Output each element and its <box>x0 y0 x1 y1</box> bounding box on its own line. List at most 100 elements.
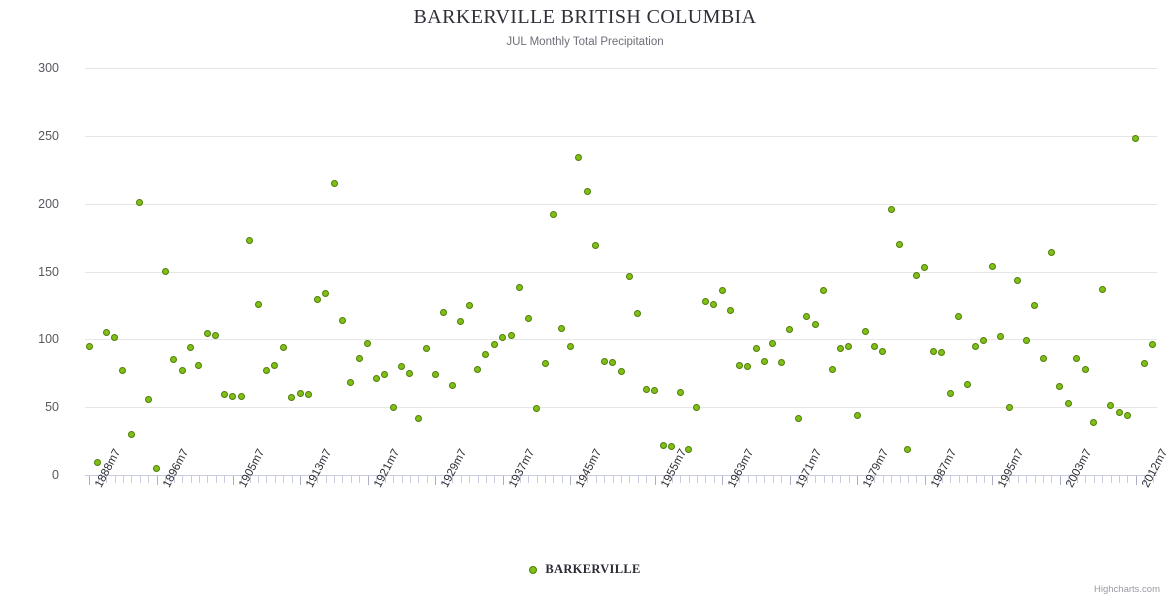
data-point[interactable] <box>946 390 954 398</box>
data-point[interactable] <box>760 357 768 365</box>
data-point[interactable] <box>1081 365 1089 373</box>
data-point[interactable] <box>440 308 448 316</box>
data-point[interactable] <box>929 348 937 356</box>
data-point[interactable] <box>313 296 321 304</box>
data-point[interactable] <box>558 324 566 332</box>
data-point[interactable] <box>583 187 591 195</box>
data-point[interactable] <box>94 459 102 467</box>
data-point[interactable] <box>1123 411 1131 419</box>
data-point[interactable] <box>988 262 996 270</box>
data-point[interactable] <box>516 284 524 292</box>
data-point[interactable] <box>203 330 211 338</box>
data-point[interactable] <box>127 430 135 438</box>
data-point[interactable] <box>364 339 372 347</box>
data-point[interactable] <box>769 339 777 347</box>
data-point[interactable] <box>870 342 878 350</box>
data-point[interactable] <box>980 337 988 345</box>
data-point[interactable] <box>279 343 287 351</box>
data-point[interactable] <box>482 350 490 358</box>
data-point[interactable] <box>229 392 237 400</box>
data-point[interactable] <box>414 414 422 422</box>
data-point[interactable] <box>262 367 270 375</box>
data-point[interactable] <box>786 326 794 334</box>
data-point[interactable] <box>845 342 853 350</box>
data-point[interactable] <box>474 365 481 373</box>
data-point[interactable] <box>448 381 456 389</box>
data-point[interactable] <box>972 342 980 350</box>
data-point[interactable] <box>921 263 929 271</box>
data-point[interactable] <box>752 345 760 353</box>
data-point[interactable] <box>668 443 676 450</box>
data-point[interactable] <box>102 329 110 337</box>
data-point[interactable] <box>862 327 870 335</box>
data-point[interactable] <box>836 345 844 353</box>
data-point[interactable] <box>566 342 574 350</box>
data-point[interactable] <box>1090 418 1098 426</box>
data-point[interactable] <box>457 318 465 326</box>
data-point[interactable] <box>524 315 532 323</box>
data-point[interactable] <box>322 289 330 297</box>
data-point[interactable] <box>676 388 684 396</box>
data-point[interactable] <box>338 316 346 324</box>
data-point[interactable] <box>896 240 904 248</box>
data-point[interactable] <box>195 361 203 369</box>
data-point[interactable] <box>161 268 169 275</box>
data-point[interactable] <box>828 365 836 373</box>
data-point[interactable] <box>718 286 726 294</box>
legend-item-barkerville[interactable]: BARKERVILLE <box>545 562 641 576</box>
data-point[interactable] <box>811 320 819 328</box>
data-point[interactable] <box>963 380 971 388</box>
data-point[interactable] <box>912 272 920 280</box>
data-point[interactable] <box>389 403 397 411</box>
data-point[interactable] <box>406 369 414 377</box>
data-point[interactable] <box>955 312 963 320</box>
data-point[interactable] <box>744 362 752 370</box>
data-point[interactable] <box>423 345 431 353</box>
data-point[interactable] <box>693 403 701 411</box>
data-point[interactable] <box>212 331 220 339</box>
data-point[interactable] <box>1132 135 1140 143</box>
data-point[interactable] <box>1140 360 1148 368</box>
data-point[interactable] <box>119 367 127 375</box>
data-point[interactable] <box>575 154 583 162</box>
data-point[interactable] <box>1056 383 1064 391</box>
data-point[interactable] <box>1073 354 1081 362</box>
data-point[interactable] <box>609 358 617 366</box>
data-point[interactable] <box>170 356 178 364</box>
data-point[interactable] <box>490 341 498 349</box>
data-point[interactable] <box>1107 402 1115 410</box>
data-point[interactable] <box>794 414 802 422</box>
data-point[interactable] <box>85 342 93 350</box>
data-point[interactable] <box>541 360 549 368</box>
data-point[interactable] <box>330 179 338 187</box>
data-point[interactable] <box>592 242 600 250</box>
chart-credits[interactable]: Highcharts.com <box>1094 584 1160 595</box>
data-point[interactable] <box>381 371 389 379</box>
data-point[interactable] <box>634 310 642 318</box>
data-point[interactable] <box>803 312 811 320</box>
data-point[interactable] <box>1064 399 1072 407</box>
data-point[interactable] <box>1149 341 1157 349</box>
data-point[interactable] <box>727 307 735 315</box>
data-point[interactable] <box>499 334 507 342</box>
data-point[interactable] <box>187 343 194 351</box>
data-point[interactable] <box>659 441 667 449</box>
data-point[interactable] <box>938 349 946 357</box>
data-point[interactable] <box>685 445 693 453</box>
data-point[interactable] <box>305 391 313 399</box>
data-point[interactable] <box>1039 354 1047 362</box>
data-point[interactable] <box>153 464 161 472</box>
data-point[interactable] <box>710 300 718 308</box>
data-point[interactable] <box>111 334 119 342</box>
data-point[interactable] <box>271 361 279 369</box>
data-point[interactable] <box>178 367 186 375</box>
data-point[interactable] <box>246 236 254 244</box>
data-point[interactable] <box>431 371 439 379</box>
data-point[interactable] <box>853 411 861 419</box>
data-point[interactable] <box>465 301 473 309</box>
data-point[interactable] <box>820 286 828 294</box>
data-point[interactable] <box>651 387 659 395</box>
data-point[interactable] <box>600 357 608 365</box>
data-point[interactable] <box>296 390 304 398</box>
data-point[interactable] <box>1098 285 1106 293</box>
